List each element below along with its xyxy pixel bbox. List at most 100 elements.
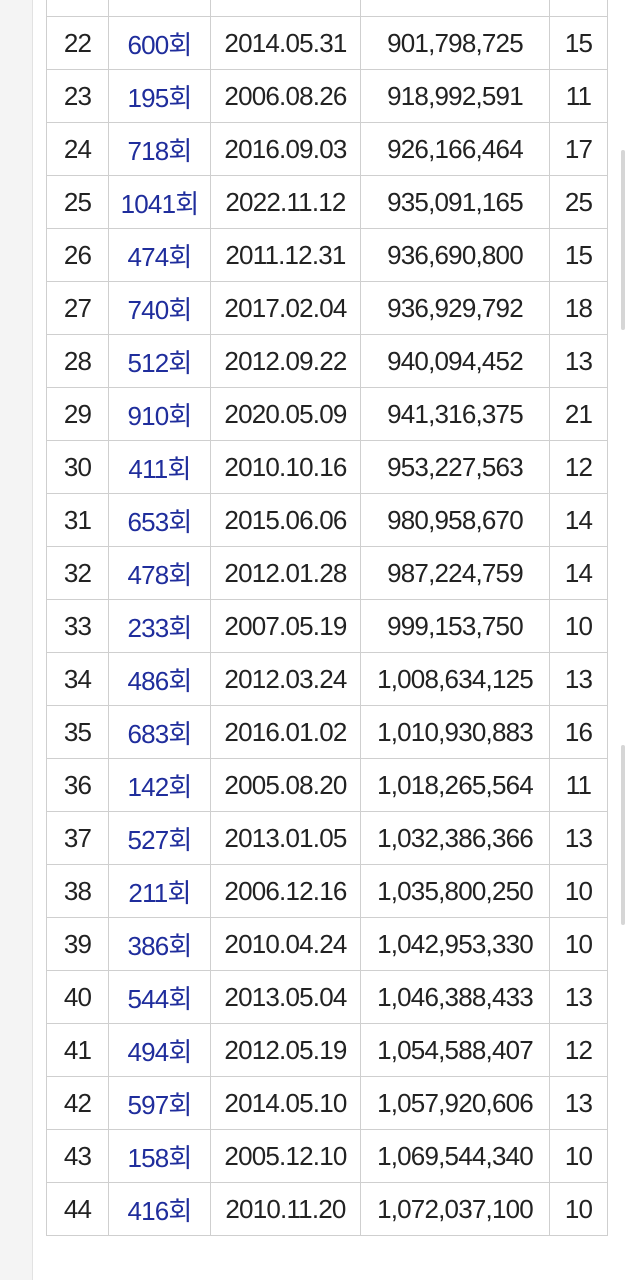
date-cell: 2010.10.16 [210, 440, 361, 494]
count-cell: 13 [549, 652, 608, 706]
round-cell[interactable]: 494회 [108, 1023, 211, 1077]
count-cell: 14 [549, 546, 608, 600]
table-row: 23 195회 2006.08.26 918,992,591 11 [46, 69, 608, 123]
date-cell: 2015.06.06 [210, 493, 361, 547]
amount-cell: 1,008,634,125 [360, 652, 550, 706]
round-cell[interactable]: 411회 [108, 440, 211, 494]
date-cell: 2012.05.19 [210, 1023, 361, 1077]
table-row: 28 512회 2012.09.22 940,094,452 13 [46, 334, 608, 388]
amount-cell: 940,094,452 [360, 334, 550, 388]
round-cell[interactable]: 486회 [108, 652, 211, 706]
amount-cell: 1,042,953,330 [360, 917, 550, 971]
rank-cell: 33 [46, 599, 109, 653]
rank-cell: 35 [46, 705, 109, 759]
round-cell[interactable]: 597회 [108, 1076, 211, 1130]
count-cell: 25 [549, 175, 608, 229]
table-row: 26 474회 2011.12.31 936,690,800 15 [46, 228, 608, 282]
table-row: 44 416회 2010.11.20 1,072,037,100 10 [46, 1182, 608, 1236]
table-row: 41 494회 2012.05.19 1,054,588,407 12 [46, 1023, 608, 1077]
count-cell: 18 [549, 281, 608, 335]
round-cell[interactable]: 474회 [108, 228, 211, 282]
count-cell: 14 [549, 493, 608, 547]
amount-cell: 1,046,388,433 [360, 970, 550, 1024]
date-cell: 2006.12.16 [210, 864, 361, 918]
round-cell[interactable]: 653회 [108, 493, 211, 547]
table-row: 34 486회 2012.03.24 1,008,634,125 13 [46, 652, 608, 706]
count-cell: 11 [549, 69, 608, 123]
table-row: 40 544회 2013.05.04 1,046,388,433 13 [46, 970, 608, 1024]
date-cell: 2016.09.03 [210, 122, 361, 176]
round-cell[interactable]: 683회 [108, 705, 211, 759]
round-cell[interactable]: 1041회 [108, 175, 211, 229]
date-cell: 2005.12.10 [210, 1129, 361, 1183]
partial-row [46, 0, 608, 17]
scroll-indicator [621, 745, 625, 925]
date-cell: 2010.04.24 [210, 917, 361, 971]
count-cell: 15 [549, 16, 608, 70]
ranking-table: 22 600회 2014.05.31 901,798,725 15 23 195회 2006.… [46, 0, 608, 1236]
rank-cell: 32 [46, 546, 109, 600]
rank-cell: 37 [46, 811, 109, 865]
round-cell[interactable]: 142회 [108, 758, 211, 812]
scroll-indicator [621, 150, 625, 330]
date-cell: 2012.09.22 [210, 334, 361, 388]
rank-cell: 39 [46, 917, 109, 971]
amount-cell: 1,018,265,564 [360, 758, 550, 812]
round-cell[interactable]: 600회 [108, 16, 211, 70]
amount-cell: 901,798,725 [360, 16, 550, 70]
rank-cell: 40 [46, 970, 109, 1024]
round-cell[interactable]: 416회 [108, 1182, 211, 1236]
rank-cell: 30 [46, 440, 109, 494]
amount-cell: 1,035,800,250 [360, 864, 550, 918]
round-cell[interactable]: 512회 [108, 334, 211, 388]
round-cell[interactable]: 718회 [108, 122, 211, 176]
round-cell[interactable]: 544회 [108, 970, 211, 1024]
rank-cell: 41 [46, 1023, 109, 1077]
side-margin [0, 0, 33, 1280]
amount-cell: 918,992,591 [360, 69, 550, 123]
date-cell: 2014.05.31 [210, 16, 361, 70]
rank-cell: 34 [46, 652, 109, 706]
table-row: 37 527회 2013.01.05 1,032,386,366 13 [46, 811, 608, 865]
rank-cell: 43 [46, 1129, 109, 1183]
date-cell: 2020.05.09 [210, 387, 361, 441]
count-cell: 21 [549, 387, 608, 441]
table-row: 24 718회 2016.09.03 926,166,464 17 [46, 122, 608, 176]
amount-cell: 1,069,544,340 [360, 1129, 550, 1183]
date-cell: 2005.08.20 [210, 758, 361, 812]
count-cell: 12 [549, 440, 608, 494]
date-cell: 2022.11.12 [210, 175, 361, 229]
rank-cell: 26 [46, 228, 109, 282]
date-cell: 2013.05.04 [210, 970, 361, 1024]
table-row: 43 158회 2005.12.10 1,069,544,340 10 [46, 1129, 608, 1183]
round-cell[interactable]: 910회 [108, 387, 211, 441]
count-cell: 15 [549, 228, 608, 282]
round-cell[interactable]: 211회 [108, 864, 211, 918]
table-row: 32 478회 2012.01.28 987,224,759 14 [46, 546, 608, 600]
date-cell: 2011.12.31 [210, 228, 361, 282]
table-row: 38 211회 2006.12.16 1,035,800,250 10 [46, 864, 608, 918]
rank-cell: 42 [46, 1076, 109, 1130]
count-cell: 10 [549, 1182, 608, 1236]
amount-cell: 936,690,800 [360, 228, 550, 282]
round-cell[interactable]: 158회 [108, 1129, 211, 1183]
round-cell[interactable]: 195회 [108, 69, 211, 123]
table-row: 39 386회 2010.04.24 1,042,953,330 10 [46, 917, 608, 971]
round-cell[interactable]: 740회 [108, 281, 211, 335]
round-cell[interactable]: 478회 [108, 546, 211, 600]
table-row: 30 411회 2010.10.16 953,227,563 12 [46, 440, 608, 494]
round-cell[interactable]: 233회 [108, 599, 211, 653]
amount-cell: 987,224,759 [360, 546, 550, 600]
round-cell[interactable]: 386회 [108, 917, 211, 971]
count-cell: 11 [549, 758, 608, 812]
round-cell[interactable]: 527회 [108, 811, 211, 865]
count-cell: 13 [549, 334, 608, 388]
rank-cell: 25 [46, 175, 109, 229]
amount-cell: 941,316,375 [360, 387, 550, 441]
table-row: 31 653회 2015.06.06 980,958,670 14 [46, 493, 608, 547]
count-cell: 10 [549, 599, 608, 653]
table-row: 35 683회 2016.01.02 1,010,930,883 16 [46, 705, 608, 759]
rank-cell: 44 [46, 1182, 109, 1236]
count-cell: 13 [549, 1076, 608, 1130]
